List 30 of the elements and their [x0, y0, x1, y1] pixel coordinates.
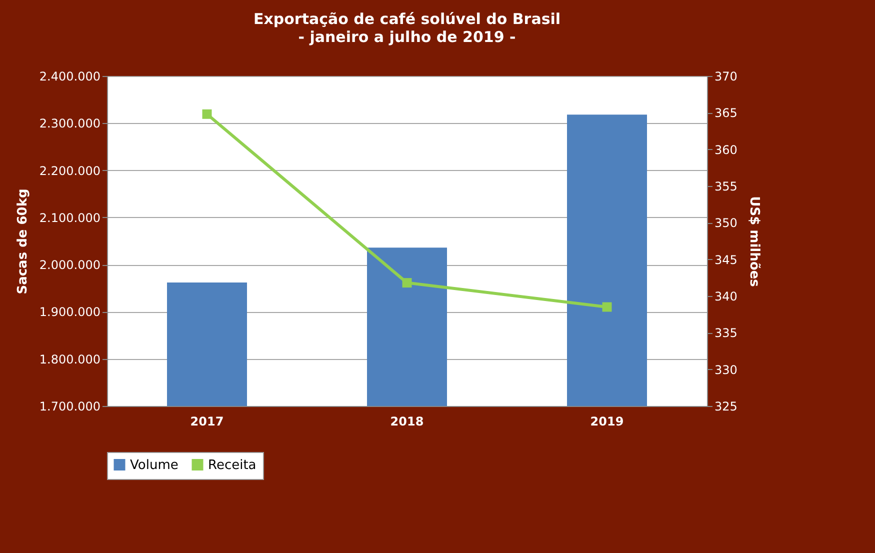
y2-tick-label: 345: [714, 252, 738, 267]
x-tick-label: 2019: [590, 414, 624, 428]
y-tick-label: 2.100.000: [39, 210, 100, 225]
x-tick-label: 2017: [190, 414, 224, 428]
y-tick-label: 2.400.000: [39, 70, 100, 84]
y-tick-label: 2.200.000: [39, 164, 100, 178]
y-tick-label: 2.000.000: [39, 258, 100, 272]
y2-tick-label: 360: [714, 142, 738, 157]
chart-subtitle: - janeiro a julho de 2019 -: [298, 28, 516, 46]
point: [602, 302, 612, 312]
y2-axis-title: US$ milhões: [746, 196, 762, 288]
legend-label: Receita: [208, 458, 256, 473]
y2-tick-label: 355: [714, 180, 738, 194]
y-tick-label: 1.700.000: [39, 400, 100, 414]
legend-label: Volume: [130, 458, 178, 473]
y2-tick-label: 335: [714, 326, 738, 340]
y2-tick-label: 340: [714, 290, 738, 304]
point: [202, 109, 212, 119]
y2-tick-label: 350: [714, 216, 738, 230]
y-tick-label: 1.900.000: [39, 305, 100, 320]
x-tick-label: 2018: [390, 414, 424, 428]
y-axis-title: Sacas de 60kg: [15, 188, 30, 294]
y2-tick-label: 370: [714, 70, 738, 84]
point: [402, 278, 412, 288]
y2-tick-label: 330: [714, 362, 738, 377]
y-tick-label: 2.300.000: [39, 116, 100, 131]
y-tick-label: 1.800.000: [39, 352, 100, 366]
y2-tick-label: 365: [714, 106, 738, 120]
y2-tick-label: 325: [714, 400, 738, 414]
chart-title: Exportação de café solúvel do Brasil: [253, 10, 561, 28]
